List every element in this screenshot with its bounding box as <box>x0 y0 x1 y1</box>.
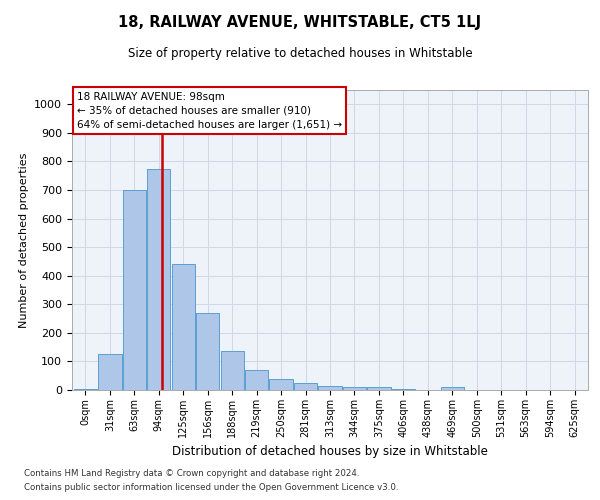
Bar <box>123 190 146 390</box>
Bar <box>196 313 220 390</box>
Bar <box>343 386 366 390</box>
Bar <box>98 354 122 390</box>
Bar <box>221 352 244 390</box>
Text: Size of property relative to detached houses in Whitstable: Size of property relative to detached ho… <box>128 48 472 60</box>
Bar <box>294 383 317 390</box>
Text: Contains public sector information licensed under the Open Government Licence v3: Contains public sector information licen… <box>24 484 398 492</box>
Bar <box>147 168 170 390</box>
Bar <box>74 388 97 390</box>
Text: Contains HM Land Registry data © Crown copyright and database right 2024.: Contains HM Land Registry data © Crown c… <box>24 468 359 477</box>
Bar <box>367 387 391 390</box>
Bar <box>245 370 268 390</box>
Bar <box>269 378 293 390</box>
X-axis label: Distribution of detached houses by size in Whitstable: Distribution of detached houses by size … <box>172 446 488 458</box>
Text: 18 RAILWAY AVENUE: 98sqm
← 35% of detached houses are smaller (910)
64% of semi-: 18 RAILWAY AVENUE: 98sqm ← 35% of detach… <box>77 92 342 130</box>
Bar <box>172 264 195 390</box>
Text: 18, RAILWAY AVENUE, WHITSTABLE, CT5 1LJ: 18, RAILWAY AVENUE, WHITSTABLE, CT5 1LJ <box>118 15 482 30</box>
Bar <box>440 387 464 390</box>
Y-axis label: Number of detached properties: Number of detached properties <box>19 152 29 328</box>
Bar <box>392 388 415 390</box>
Bar <box>319 386 341 390</box>
